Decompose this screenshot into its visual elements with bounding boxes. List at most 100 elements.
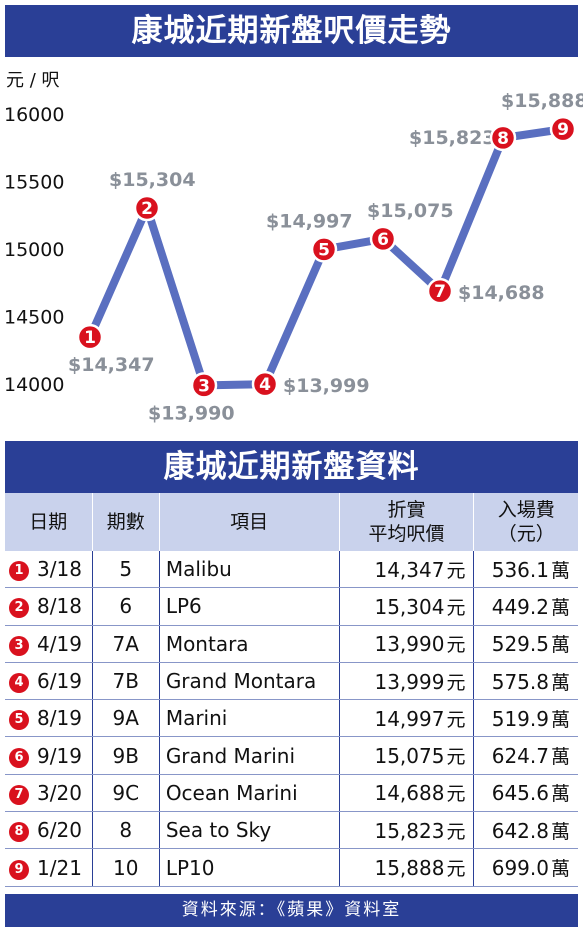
cell-price: 13,999 元 [339,662,475,701]
data-point-marker: 1 [76,323,104,351]
row-number-badge: 2 [9,598,29,619]
data-label: $14,688 [458,282,545,304]
cell-phase: 9B [92,736,160,775]
price-unit: 元 [446,596,466,619]
header-fee-line2: （元） [497,523,555,545]
cell-date: 4 6/19 [5,662,93,701]
cell-fee: 645.6 萬 [473,774,578,813]
marker-circle [76,323,104,351]
fee-unit: 萬 [550,596,570,619]
cell-date: 1 3/18 [5,551,93,589]
cell-project: Marini [159,699,340,738]
date-text: 3/20 [37,780,82,805]
row-number-badge: 8 [9,822,29,843]
marker-number: 3 [198,376,210,396]
data-point-marker: 6 [369,225,397,253]
date-text: 3/18 [37,557,82,582]
cell-date: 6 9/19 [5,736,93,775]
header-fee: 入場費 （元） [473,493,578,551]
table-row: 8 6/20 8 Sea to Sky 15,823 元 642.8 萬 [5,811,578,850]
header-fee-line1: 入場費 [497,499,555,521]
data-label: $13,990 [148,402,235,424]
marker-number: 7 [434,282,446,302]
row-number-badge: 1 [9,561,29,582]
cell-fee: 519.9 萬 [473,699,578,738]
row-number-badge: 9 [9,859,29,880]
price-unit: 元 [446,708,466,731]
cell-phase: 6 [92,587,160,626]
y-tick-label: 15000 [4,239,64,261]
cell-phase: 7A [92,625,160,663]
fee-unit: 萬 [550,559,570,582]
fee-unit: 萬 [550,671,570,694]
table-row: 7 3/20 9C Ocean Marini 14,688 元 645.6 萬 [5,774,578,813]
marker-circle [133,194,161,222]
data-label: $15,888 [501,90,583,112]
header-price-line1: 折實 [387,499,426,521]
price-unit: 元 [446,858,466,881]
data-point-marker: 5 [310,236,338,263]
cell-date: 3 4/19 [5,625,93,663]
data-markers: 1 2 3 4 5 6 7 8 9 [76,115,577,399]
project-table: 日期 期數 項目 折實 平均呎價 入場費 （元） 1 3/18 5 Malibu 14,… [5,493,578,887]
table-row: 1 3/18 5 Malibu 14,347 元 536.1 萬 [5,551,578,589]
price-value: 14,997 [374,706,445,731]
cell-project: Ocean Marini [159,774,340,813]
marker-number: 2 [141,199,153,219]
cell-fee: 699.0 萬 [473,848,578,887]
date-text: 8/19 [37,706,82,731]
price-unit: 元 [446,634,466,657]
table-row: 5 8/19 9A Marini 14,997 元 519.9 萬 [5,699,578,738]
data-point-marker: 2 [133,194,161,222]
row-number-badge: 4 [9,673,29,694]
marker-circle [310,236,338,263]
fee-unit: 萬 [550,634,570,657]
header-price: 折實 平均呎價 [339,493,475,551]
data-label: $15,823 [409,127,496,149]
fee-unit: 萬 [550,746,570,769]
y-tick-label: 14500 [4,307,64,329]
data-label: $15,304 [109,169,196,191]
marker-number: 8 [497,129,509,149]
source-note: 資料來源：《蘋果》資料室 [5,894,578,927]
table-row: 4 6/19 7B Grand Montara 13,999 元 575.8 萬 [5,662,578,701]
cell-phase: 10 [92,848,160,887]
data-point-marker: 8 [489,124,517,152]
cell-phase: 9C [92,774,160,813]
cell-date: 8 6/20 [5,811,93,850]
header-phase: 期數 [92,493,160,551]
date-text: 4/19 [37,631,82,656]
cell-phase: 5 [92,551,160,589]
cell-fee: 642.8 萬 [473,811,578,850]
cell-fee: 529.5 萬 [473,625,578,663]
price-value: 13,999 [374,669,445,694]
date-text: 9/19 [37,743,82,768]
cell-price: 14,347 元 [339,551,475,589]
marker-number: 4 [259,375,271,395]
cell-price: 15,888 元 [339,848,475,887]
fee-value: 449.2 [491,594,549,619]
cell-project: Malibu [159,551,340,589]
price-unit: 元 [446,671,466,694]
row-number-badge: 7 [9,784,29,805]
data-point-marker: 3 [190,372,218,399]
cell-price: 15,823 元 [339,811,475,850]
cell-fee: 624.7 萬 [473,736,578,775]
marker-number: 5 [318,240,330,260]
cell-fee: 575.8 萬 [473,662,578,701]
date-text: 6/20 [37,818,82,843]
table-header-row: 日期 期數 項目 折實 平均呎價 入場費 （元） [5,493,578,551]
header-date: 日期 [5,493,93,551]
fee-value: 642.8 [491,818,549,843]
row-number-badge: 6 [9,747,29,768]
cell-project: Grand Marini [159,736,340,775]
price-value: 15,075 [374,744,445,769]
fee-value: 699.0 [491,856,549,881]
cell-project: Sea to Sky [159,811,340,850]
chart-title: 康城近期新盤呎價走勢 [5,5,578,57]
fee-unit: 萬 [550,783,570,806]
cell-project: Montara [159,625,340,663]
cell-price: 14,997 元 [339,699,475,738]
y-tick-label: 15500 [4,172,64,194]
